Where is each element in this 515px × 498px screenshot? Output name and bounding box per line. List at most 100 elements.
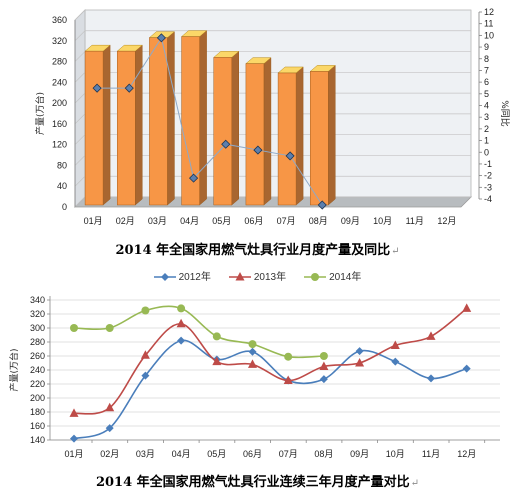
y-tick-label: 280 — [52, 57, 67, 67]
bar-front — [213, 57, 233, 206]
y-tick-label: 160 — [52, 119, 67, 129]
bar-front — [181, 36, 200, 206]
y-axis-title: 产量(万台) — [8, 348, 20, 391]
diamond-marker — [319, 375, 328, 384]
triangle-marker — [426, 331, 436, 340]
x-tick-label: 02月 — [116, 216, 135, 226]
legend-swatch — [228, 272, 251, 281]
y2-tick-label: 6 — [484, 77, 489, 87]
circle-marker — [177, 304, 186, 313]
bar-side — [231, 50, 240, 206]
triangle-marker — [355, 358, 365, 367]
gridline — [74, 30, 471, 42]
return-mark-icon: ↵ — [391, 246, 400, 257]
diamond-marker — [462, 364, 471, 373]
y-tick-label: 240 — [30, 365, 45, 375]
gridline — [74, 9, 471, 21]
x-tick-label: 03月 — [148, 216, 167, 226]
diamond-marker — [141, 371, 150, 380]
chart-2-caption-text: 2014 年全国家用燃气灶具行业连续三年月度产量对比 — [95, 475, 410, 490]
y-tick-label: 300 — [30, 323, 45, 333]
growth-point — [285, 151, 295, 161]
circle-marker — [311, 273, 320, 282]
y2-tick-label: -4 — [484, 194, 492, 204]
circle-marker — [284, 352, 293, 361]
bar-front — [277, 72, 297, 206]
x-tick-label: 01月 — [64, 449, 83, 459]
circle-marker — [141, 306, 150, 315]
series-2013年 — [69, 303, 472, 417]
y-tick-label: 80 — [57, 160, 67, 170]
triangle-marker — [283, 375, 293, 384]
y2-tick-label: 0 — [484, 147, 489, 157]
bar — [148, 31, 176, 206]
growth-point — [317, 200, 327, 210]
y2-tick-label: 1 — [484, 136, 489, 146]
legend-label: 2012年 — [178, 272, 211, 283]
x-tick-label: 03月 — [136, 449, 155, 459]
diamond-marker — [160, 273, 169, 282]
triangle-marker — [140, 350, 150, 359]
y-tick-label: 180 — [30, 407, 45, 417]
triangle-marker — [390, 340, 400, 349]
growth-point — [124, 83, 134, 93]
legend-entry: 2014年 — [304, 268, 361, 283]
series-line — [73, 339, 467, 440]
y-tick-label: 260 — [30, 351, 45, 361]
growth-point — [92, 83, 102, 93]
legend-swatch — [304, 273, 327, 282]
triangle-marker — [319, 361, 329, 370]
chart-2: 140 160 180 200 220 240 260 280 300 320 340 产量(万台) 0… — [8, 295, 500, 459]
circle-marker — [105, 324, 114, 332]
y2-tick-label: -2 — [484, 171, 492, 181]
y-axis-title: 产量(万台) — [34, 92, 46, 135]
bar-front — [84, 50, 104, 206]
diamond-marker — [248, 347, 257, 356]
y-tick-label: 200 — [30, 393, 45, 403]
y-tick-label: 360 — [52, 15, 67, 25]
x-tick-label: 11月 — [422, 449, 440, 459]
legend-label: 2014年 — [329, 272, 362, 283]
bar-front — [309, 71, 329, 206]
y-tick-label: 320 — [52, 36, 67, 46]
bar — [180, 30, 208, 206]
growth-point — [189, 173, 199, 183]
y-tick-label: 320 — [30, 309, 45, 319]
y-tick-label: 240 — [52, 77, 67, 87]
chart-1: 04080120160200240280320360-4-3-2-1012345… — [34, 7, 511, 226]
x-tick-label: 08月 — [314, 449, 333, 459]
y2-tick-label: 8 — [484, 54, 489, 64]
x-tick-label: 04月 — [180, 216, 199, 226]
y-tick-label: 140 — [30, 435, 45, 445]
x-tick-label: 12月 — [457, 449, 476, 459]
x-tick-label: 08月 — [309, 216, 328, 226]
y-tick-label: 340 — [30, 295, 45, 305]
bar-side — [199, 30, 207, 206]
bar-side — [102, 44, 111, 206]
y2-axis-title: %同比 — [499, 100, 511, 127]
diamond-marker — [70, 434, 78, 443]
y-tick-label: 200 — [52, 98, 67, 108]
bar-side — [167, 31, 175, 206]
legend-label: 2013年 — [253, 272, 287, 283]
legend-entry: 2012年 — [153, 268, 211, 283]
circle-marker — [319, 352, 328, 360]
y2-tick-label: 7 — [484, 65, 489, 75]
x-tick-label: 11月 — [406, 216, 424, 226]
y2-tick-label: 4 — [484, 101, 489, 111]
bar-side — [295, 66, 304, 206]
y-tick-label: 120 — [52, 140, 67, 150]
x-tick-label: 02月 — [100, 449, 119, 459]
circle-marker — [212, 332, 221, 341]
x-tick-label: 05月 — [207, 449, 226, 459]
bar — [116, 44, 143, 206]
chart-1-caption: 2014 年全国家用燃气灶具行业月度产量及同比↵ — [0, 239, 515, 258]
x-tick-label: 09月 — [341, 216, 360, 226]
y2-tick-label: 3 — [484, 112, 489, 122]
bar — [213, 50, 240, 206]
circle-marker — [248, 340, 257, 349]
chart-1-caption-text: 2014 年全国家用燃气灶具行业月度产量及同比 — [115, 243, 391, 258]
x-tick-label: 10月 — [373, 216, 392, 226]
x-tick-label: 01月 — [84, 216, 103, 226]
series-2014年 — [70, 304, 328, 361]
